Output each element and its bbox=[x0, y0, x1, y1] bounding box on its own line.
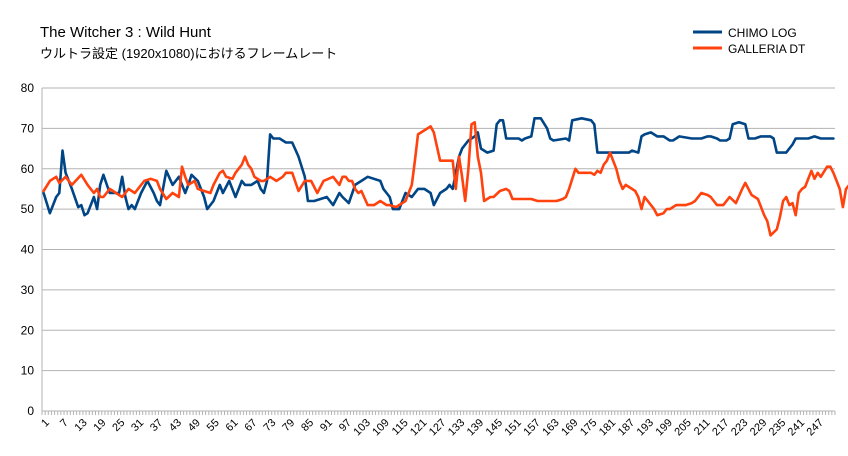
x-tick-label: 49 bbox=[186, 417, 203, 434]
x-tick-label: 193 bbox=[635, 417, 656, 438]
chart-subtitle: ウルトラ設定 (1920x1080)におけるフレームレート bbox=[40, 46, 337, 61]
x-tick-label: 175 bbox=[578, 417, 599, 438]
x-tick-label: 211 bbox=[692, 417, 713, 438]
x-tick-label: 217 bbox=[710, 417, 731, 438]
x-tick-label: 145 bbox=[484, 417, 505, 438]
x-tick-label: 133 bbox=[446, 417, 467, 438]
y-tick-label: 0 bbox=[27, 404, 34, 418]
y-tick-label: 50 bbox=[21, 202, 35, 216]
x-tick-label: 247 bbox=[805, 417, 826, 438]
x-tick-label: 169 bbox=[559, 417, 580, 438]
x-tick-label: 25 bbox=[110, 417, 127, 434]
y-tick-label: 60 bbox=[21, 162, 35, 176]
x-tick-label: 199 bbox=[654, 417, 675, 438]
x-tick-label: 1 bbox=[39, 417, 52, 430]
x-tick-label: 121 bbox=[408, 417, 429, 438]
x-tick-label: 139 bbox=[465, 417, 486, 438]
x-axis-ticks: 1 7 13 19 25 31 37 43 49 55 61 67 73 79 85 91 9710310911… bbox=[39, 411, 836, 438]
y-tick-label: 80 bbox=[21, 81, 35, 95]
x-tick-label: 187 bbox=[616, 417, 637, 438]
x-tick-label: 43 bbox=[167, 417, 184, 434]
series-lines bbox=[42, 117, 848, 237]
x-tick-label: 97 bbox=[337, 417, 354, 434]
y-axis-ticks: 0 10 20 30 40 50 60 70 80 bbox=[21, 81, 35, 418]
x-tick-label: 67 bbox=[242, 417, 259, 434]
legend-label-chimo-log: CHIMO LOG bbox=[728, 26, 797, 40]
x-tick-label: 115 bbox=[390, 417, 411, 438]
y-tick-label: 10 bbox=[21, 364, 35, 378]
x-tick-label: 13 bbox=[73, 417, 90, 434]
x-tick-label: 205 bbox=[672, 417, 693, 438]
x-tick-label: 235 bbox=[767, 417, 788, 438]
legend-label-galleria-dt: GALLERIA DT bbox=[728, 42, 806, 56]
grid-lines bbox=[41, 87, 835, 412]
series-line-chimo-log bbox=[42, 117, 835, 217]
x-tick-label: 163 bbox=[540, 417, 561, 438]
x-tick-label: 79 bbox=[280, 417, 297, 434]
x-tick-label: 19 bbox=[91, 417, 108, 434]
x-tick-label: 127 bbox=[427, 417, 448, 438]
x-tick-label: 91 bbox=[318, 417, 335, 434]
x-tick-label: 223 bbox=[729, 417, 750, 438]
x-tick-label: 55 bbox=[205, 417, 222, 434]
x-tick-label: 85 bbox=[299, 417, 316, 434]
chart-title: The Witcher 3 : Wild Hunt bbox=[40, 24, 212, 41]
x-tick-label: 109 bbox=[370, 417, 391, 438]
legend: CHIMO LOG GALLERIA DT bbox=[693, 26, 806, 56]
x-tick-label: 73 bbox=[261, 417, 278, 434]
y-tick-label: 70 bbox=[21, 121, 35, 135]
x-tick-label: 37 bbox=[148, 417, 165, 434]
x-tick-label: 241 bbox=[786, 417, 807, 438]
x-tick-label: 229 bbox=[748, 417, 769, 438]
x-tick-label: 61 bbox=[224, 417, 241, 434]
x-tick-label: 7 bbox=[58, 417, 71, 430]
x-tick-label: 181 bbox=[597, 417, 618, 438]
y-tick-label: 30 bbox=[21, 283, 35, 297]
x-tick-label: 31 bbox=[129, 417, 146, 434]
x-tick-label: 157 bbox=[521, 417, 542, 438]
y-tick-label: 20 bbox=[21, 323, 35, 337]
series-line-galleria-dt bbox=[42, 121, 848, 237]
x-tick-label: 151 bbox=[502, 417, 523, 438]
y-tick-label: 40 bbox=[21, 243, 35, 257]
x-tick-label: 103 bbox=[351, 417, 372, 438]
